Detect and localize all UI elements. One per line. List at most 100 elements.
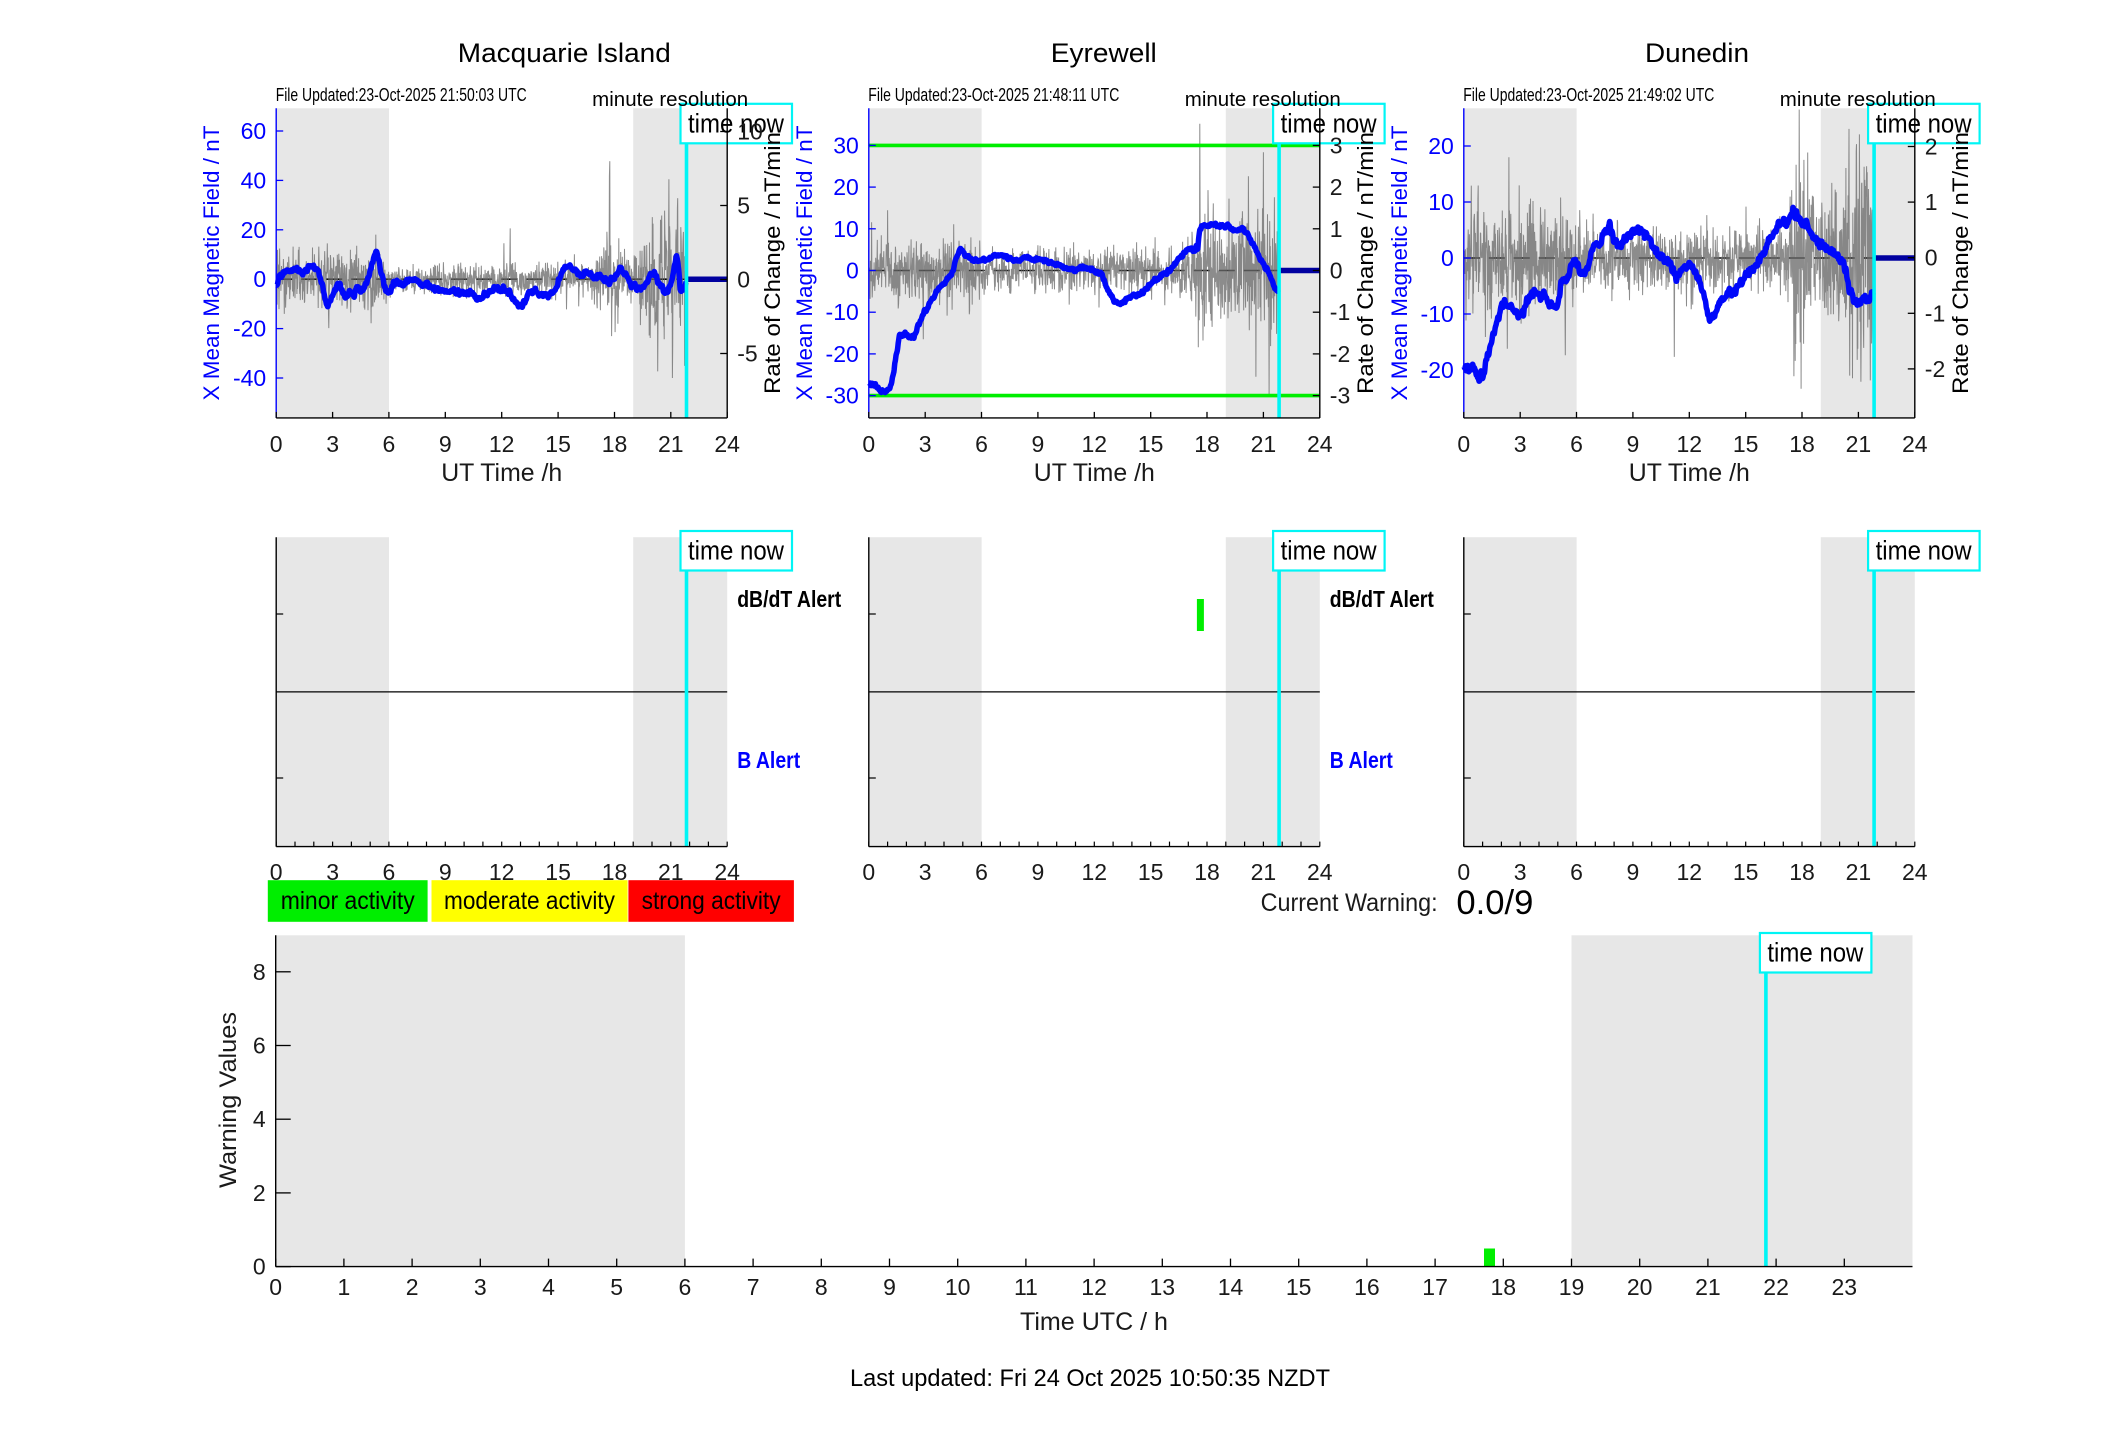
svg-text:time now: time now [1281,536,1377,566]
svg-text:12: 12 [1677,859,1703,885]
svg-text:1: 1 [338,1274,351,1300]
svg-text:9: 9 [439,431,452,457]
svg-text:20: 20 [1627,1274,1653,1300]
svg-text:21: 21 [1846,859,1872,885]
svg-text:0: 0 [270,431,283,457]
svg-text:15: 15 [545,431,571,457]
svg-text:0: 0 [253,266,266,292]
svg-text:15: 15 [1138,859,1164,885]
svg-text:22: 22 [1763,1274,1789,1300]
svg-text:10: 10 [945,1274,971,1300]
svg-text:21: 21 [658,431,684,457]
svg-text:strong activity: strong activity [642,887,781,915]
svg-text:time now: time now [688,536,784,566]
svg-text:3: 3 [474,1274,487,1300]
svg-text:1: 1 [1925,189,1938,215]
svg-text:18: 18 [602,431,628,457]
svg-text:24: 24 [1307,859,1333,885]
svg-text:14: 14 [1218,1274,1244,1300]
svg-text:X Mean Magnetic Field / nT: X Mean Magnetic Field / nT [1387,126,1412,401]
svg-text:minute resolution: minute resolution [592,89,748,111]
svg-text:4: 4 [253,1106,266,1132]
svg-text:18: 18 [1194,859,1220,885]
svg-text:10: 10 [1428,189,1454,215]
svg-text:Last updated: Fri 24 Oct 2025: Last updated: Fri 24 Oct 2025 10:50:35 N… [850,1365,1330,1392]
svg-text:21: 21 [1251,431,1277,457]
svg-text:6: 6 [975,859,988,885]
svg-text:minute resolution: minute resolution [1185,89,1341,111]
svg-text:3: 3 [326,431,339,457]
svg-text:-30: -30 [826,383,859,409]
svg-text:X Mean Magnetic Field / nT: X Mean Magnetic Field / nT [792,126,817,401]
svg-text:X Mean Magnetic Field / nT: X Mean Magnetic Field / nT [199,126,224,401]
svg-text:18: 18 [1789,859,1815,885]
svg-text:B Alert: B Alert [1330,747,1393,773]
svg-text:File Updated:23-Oct-2025 21:50: File Updated:23-Oct-2025 21:50:03 UTC [276,85,527,105]
svg-text:-20: -20 [826,341,859,367]
svg-text:moderate activity: moderate activity [444,887,615,915]
svg-text:20: 20 [241,217,267,243]
svg-text:0: 0 [1457,859,1470,885]
svg-text:-10: -10 [826,299,859,325]
svg-text:UT Time /h: UT Time /h [1629,459,1750,487]
svg-text:-1: -1 [1925,300,1945,326]
svg-text:2: 2 [253,1180,266,1206]
svg-text:-2: -2 [1925,356,1945,382]
svg-text:20: 20 [1428,133,1454,159]
svg-text:1: 1 [1330,216,1343,242]
svg-text:6: 6 [253,1033,266,1059]
svg-text:0: 0 [1457,431,1470,457]
svg-text:6: 6 [383,431,396,457]
svg-text:18: 18 [1194,431,1220,457]
svg-text:0: 0 [862,431,875,457]
svg-text:0: 0 [737,267,750,293]
svg-text:2: 2 [406,1274,419,1300]
svg-text:File Updated:23-Oct-2025 21:48: File Updated:23-Oct-2025 21:48:11 UTC [868,85,1119,105]
svg-text:23: 23 [1832,1274,1858,1300]
svg-text:15: 15 [1286,1274,1312,1300]
svg-text:time now: time now [1876,108,1972,138]
svg-text:8: 8 [253,959,266,985]
svg-text:Rate of Change / nT/min: Rate of Change / nT/min [1948,132,1973,394]
svg-text:20: 20 [833,174,859,200]
svg-text:12: 12 [1082,859,1108,885]
svg-text:12: 12 [1082,431,1108,457]
svg-text:Dunedin: Dunedin [1645,38,1749,68]
svg-text:12: 12 [1677,431,1703,457]
svg-text:0: 0 [270,859,283,885]
svg-text:60: 60 [241,118,267,144]
svg-text:-10: -10 [1421,301,1454,327]
svg-text:24: 24 [714,431,740,457]
svg-text:0: 0 [1330,258,1343,284]
svg-text:3: 3 [919,859,932,885]
svg-text:9: 9 [1627,431,1640,457]
svg-text:UT Time /h: UT Time /h [441,459,562,487]
svg-text:3: 3 [1514,859,1527,885]
svg-text:-2: -2 [1330,341,1350,367]
svg-text:2: 2 [1925,134,1938,160]
svg-text:3: 3 [326,859,339,885]
svg-text:time now: time now [1281,108,1377,138]
svg-text:12: 12 [489,431,515,457]
svg-text:0.0/9: 0.0/9 [1456,884,1533,922]
svg-text:Rate of Change / nT/min: Rate of Change / nT/min [1353,132,1378,394]
svg-text:minute resolution: minute resolution [1780,89,1936,111]
svg-text:9: 9 [439,859,452,885]
svg-text:10: 10 [833,216,859,242]
svg-text:9: 9 [883,1274,896,1300]
svg-text:5: 5 [610,1274,623,1300]
svg-text:-40: -40 [233,365,266,391]
svg-text:16: 16 [1354,1274,1380,1300]
svg-text:11: 11 [1014,1274,1038,1300]
svg-text:18: 18 [1789,431,1815,457]
svg-text:3: 3 [919,431,932,457]
svg-text:0: 0 [862,859,875,885]
svg-text:8: 8 [815,1274,828,1300]
svg-text:3: 3 [1330,132,1343,158]
svg-text:3: 3 [1514,431,1527,457]
svg-text:Rate of Change / nT/min: Rate of Change / nT/min [760,132,785,394]
svg-text:-1: -1 [1330,299,1350,325]
svg-text:dB/dT Alert: dB/dT Alert [737,586,841,612]
svg-text:15: 15 [1138,431,1164,457]
svg-text:18: 18 [1491,1274,1517,1300]
